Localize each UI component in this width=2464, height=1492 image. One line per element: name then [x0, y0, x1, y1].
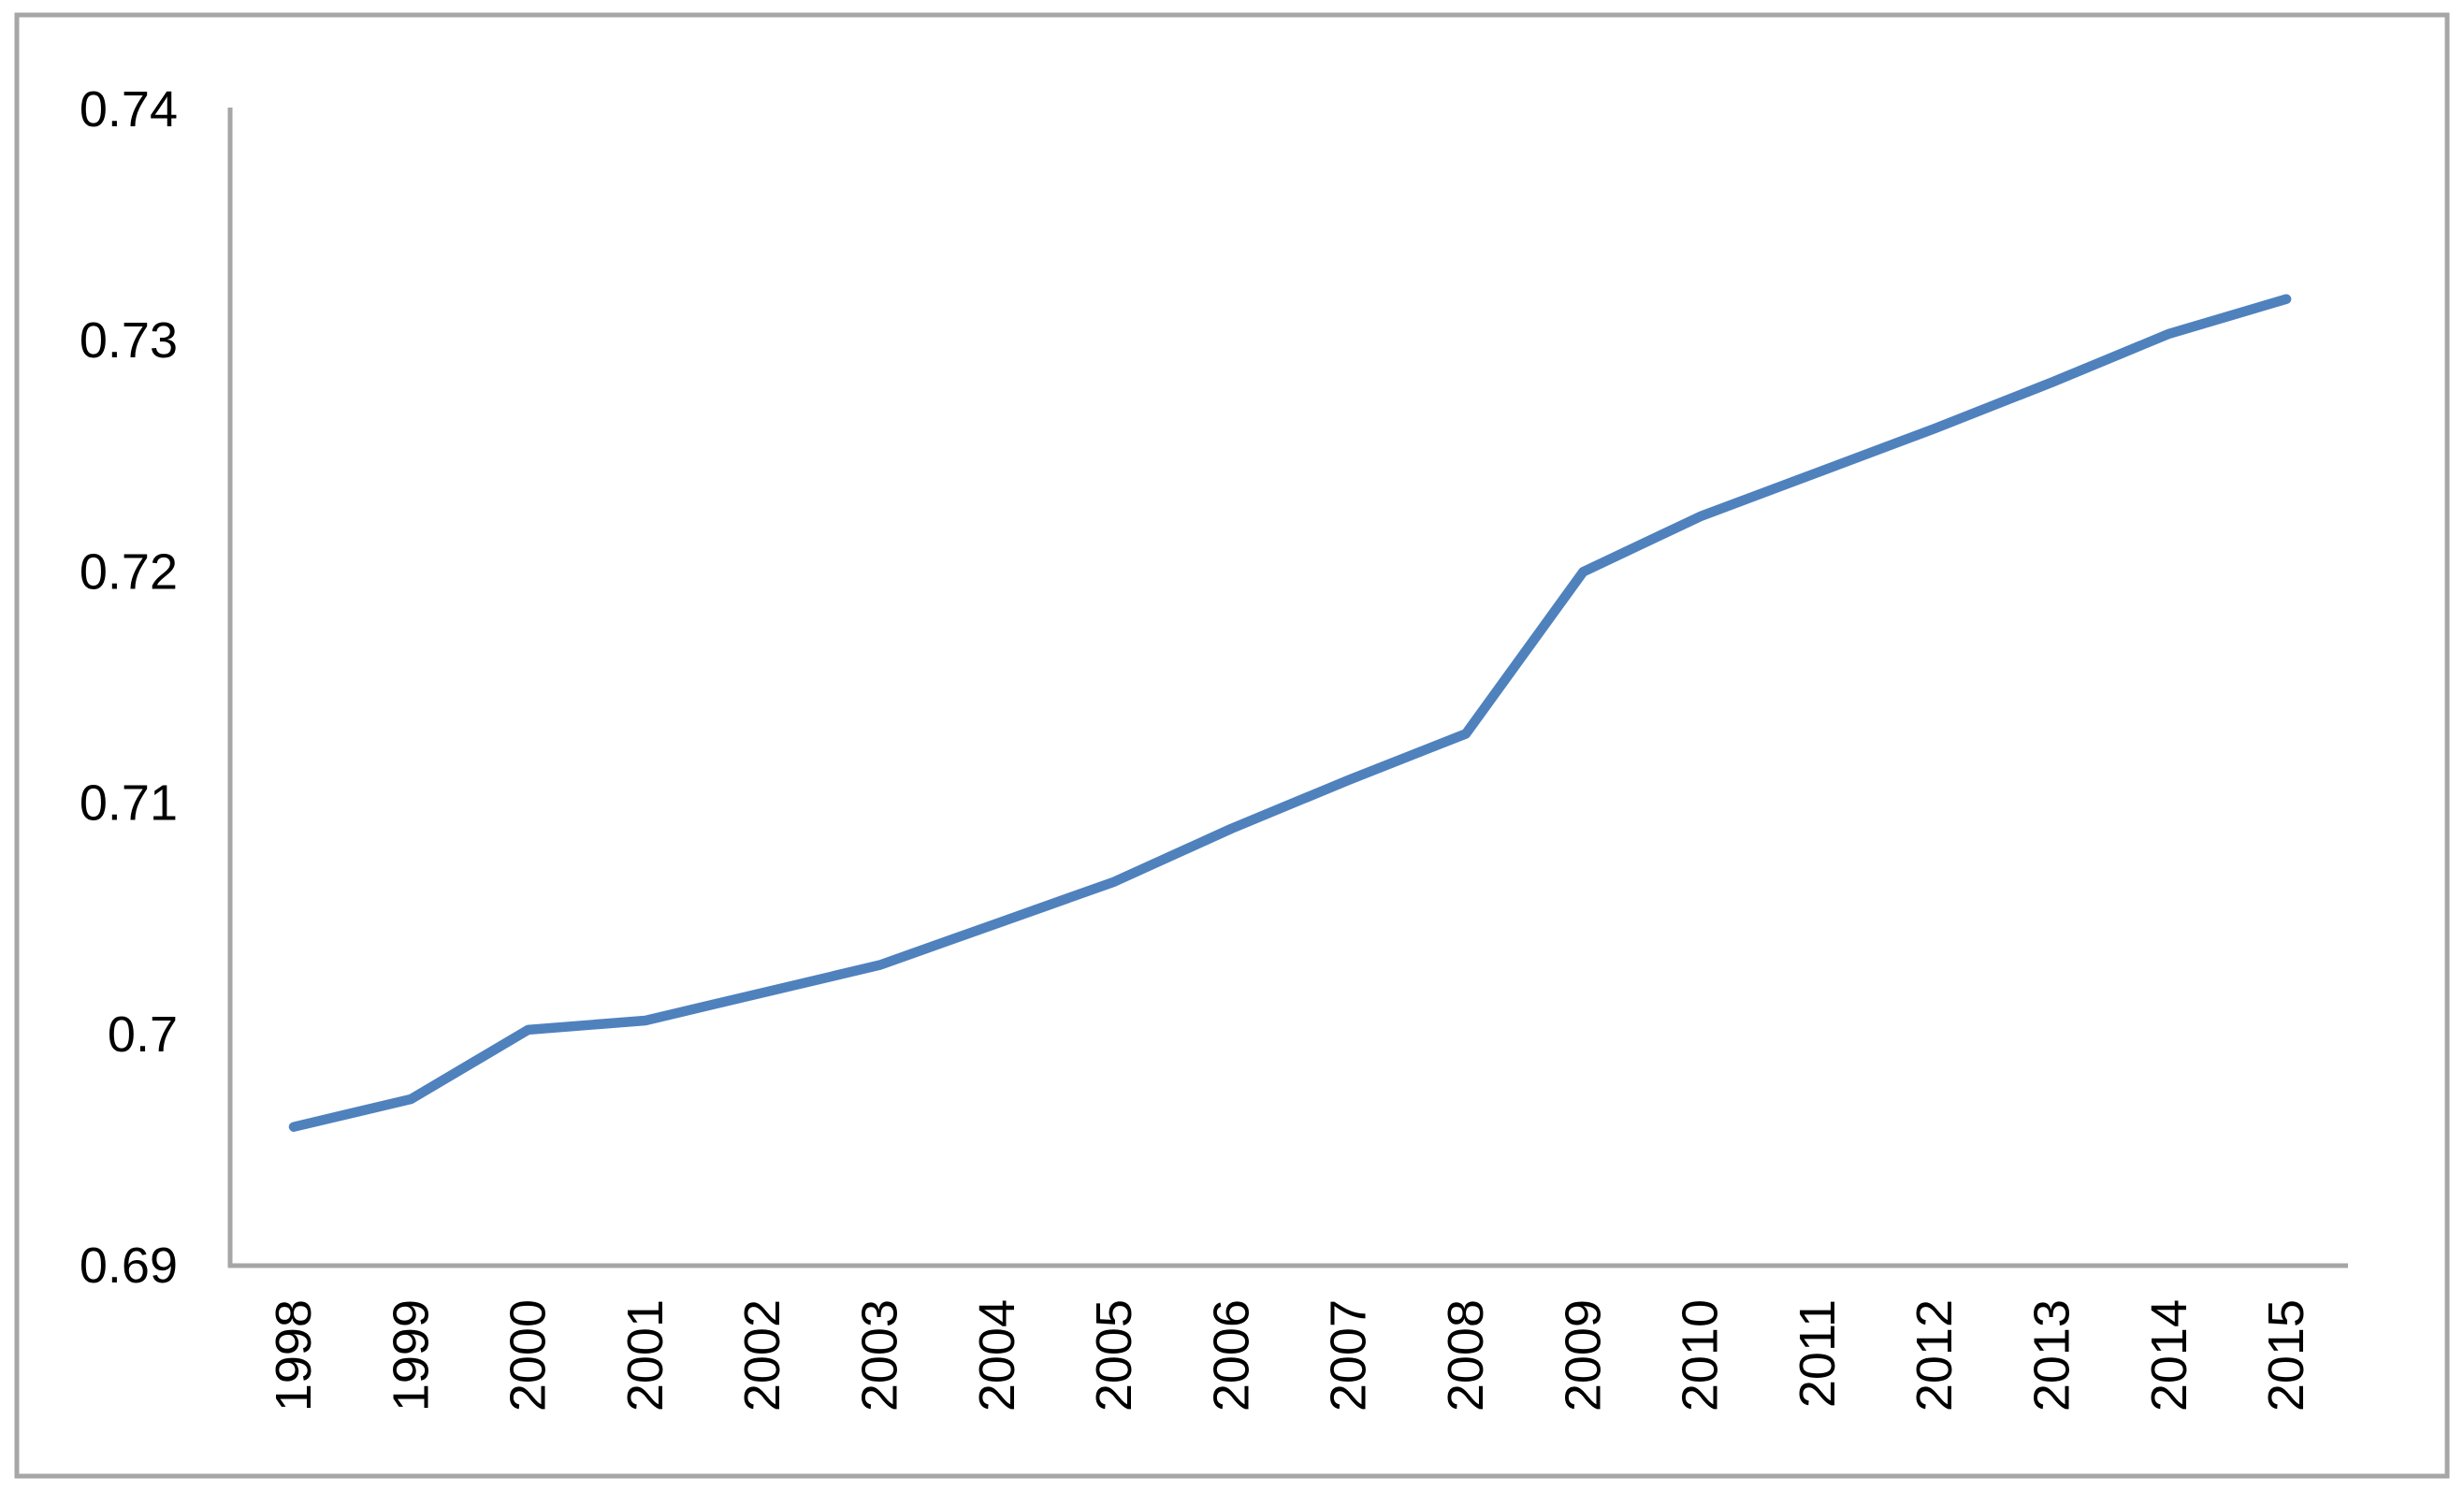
x-tick-label: 2002 — [734, 1299, 790, 1412]
x-tick-label: 2013 — [2024, 1299, 2080, 1412]
y-tick-label: 0.69 — [80, 1238, 178, 1294]
x-tick-label: 1998 — [266, 1299, 322, 1412]
x-axis-tick-labels: 1998 1999 2000 2001 2002 2003 2004 2005 2006 2007… — [266, 1299, 2314, 1412]
x-tick-label: 2009 — [1555, 1299, 1611, 1412]
y-tick-label: 0.72 — [80, 543, 178, 600]
x-tick-label: 2001 — [617, 1299, 674, 1412]
x-tick-label: 2008 — [1438, 1299, 1494, 1412]
x-tick-label: 2015 — [2258, 1299, 2314, 1412]
x-tick-label: 2005 — [1086, 1299, 1142, 1412]
x-tick-label: 2004 — [969, 1299, 1025, 1412]
y-tick-label: 0.71 — [80, 775, 178, 832]
data-series-line — [288, 294, 2292, 1132]
x-tick-label: 2012 — [1906, 1299, 1963, 1412]
x-tick-label: 2006 — [1203, 1299, 1259, 1412]
x-tick-label: 2010 — [1673, 1299, 1729, 1412]
y-tick-label: 0.7 — [108, 1007, 178, 1063]
x-tick-label: 2014 — [2141, 1299, 2197, 1412]
y-axis-tick-labels: 0.69 0.7 0.71 0.72 0.73 0.74 — [80, 81, 178, 1294]
y-tick-label: 0.73 — [80, 312, 178, 369]
y-tick-label: 0.74 — [80, 81, 178, 138]
x-tick-label: 1999 — [383, 1299, 439, 1412]
x-tick-label: 2007 — [1321, 1299, 1377, 1412]
x-tick-label: 2000 — [500, 1299, 557, 1412]
x-tick-label: 2011 — [1790, 1299, 1846, 1408]
x-tick-label: 2003 — [852, 1299, 908, 1412]
chart-outer-border — [14, 12, 2450, 1479]
